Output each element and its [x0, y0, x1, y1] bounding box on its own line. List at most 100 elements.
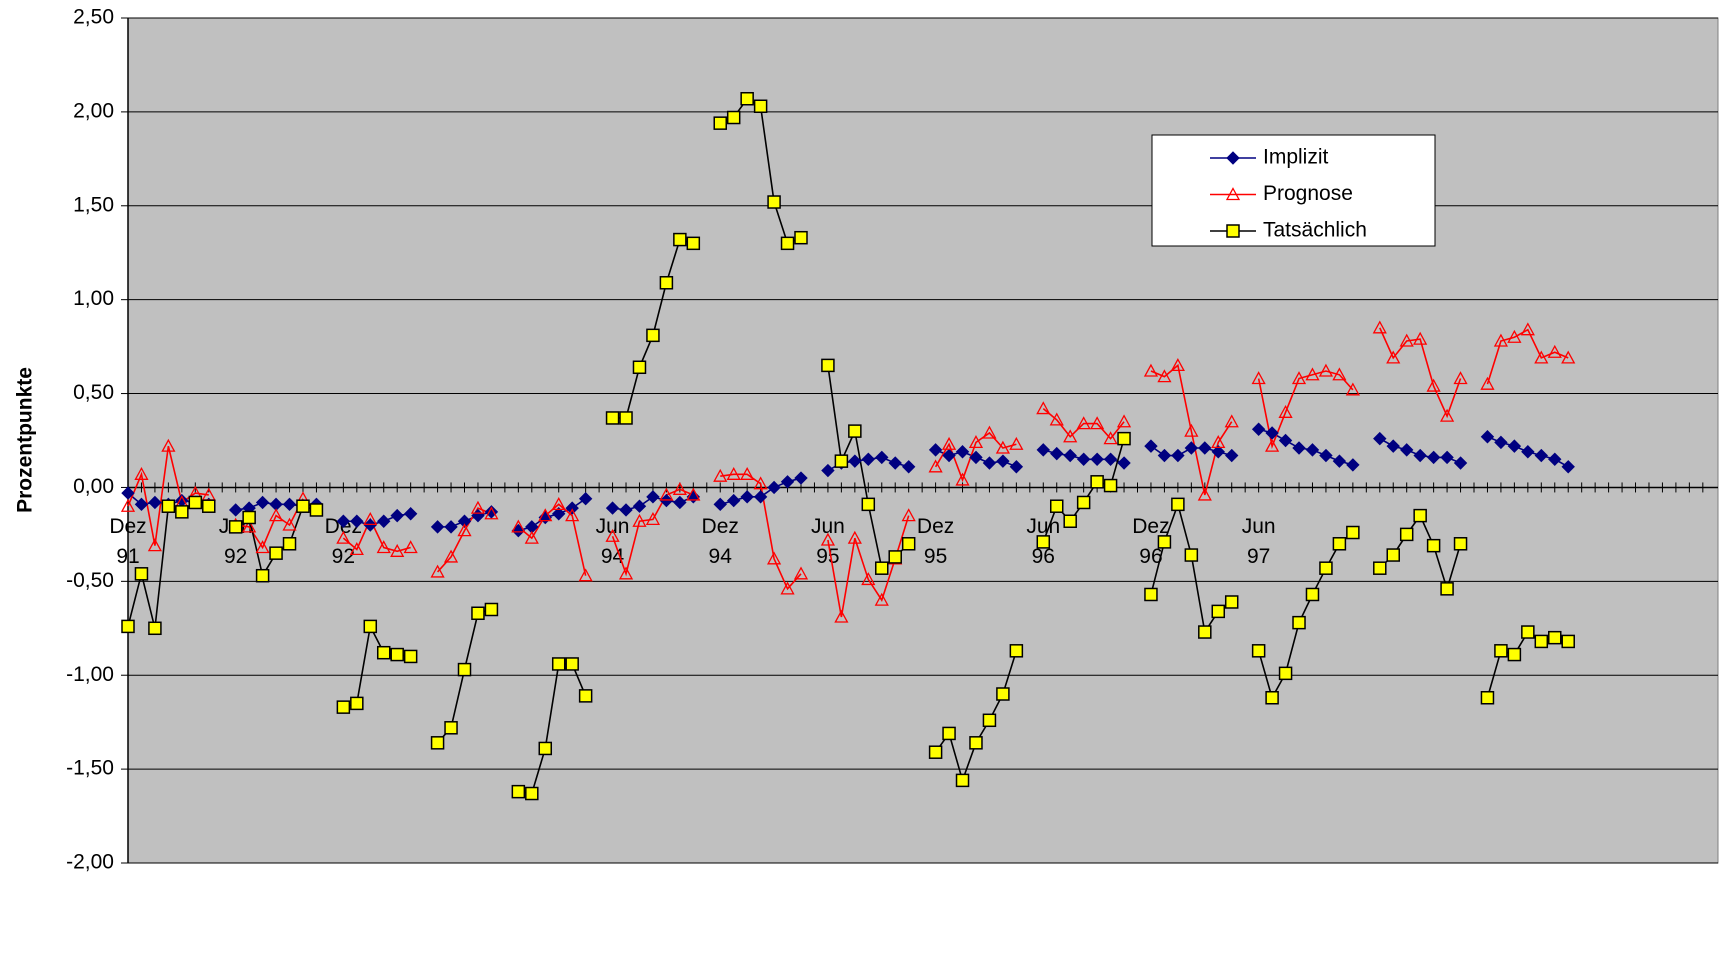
triangle-marker: [968, 435, 984, 449]
triangle-marker: [1211, 435, 1226, 449]
square-marker: [1507, 647, 1522, 662]
triangle-marker: [1251, 371, 1266, 385]
square-marker: [1278, 666, 1293, 681]
diamond-marker: [1413, 448, 1427, 463]
triangle-marker: [363, 512, 378, 526]
triangle-marker: [282, 517, 297, 531]
square-marker: [1386, 548, 1400, 562]
triangle-marker: [1197, 487, 1212, 501]
diamond-marker: [377, 514, 391, 528]
square-marker: [1399, 527, 1414, 542]
square-marker: [1305, 587, 1320, 602]
triangle-marker: [1534, 350, 1549, 364]
diamond-marker: [1225, 448, 1239, 463]
diamond-marker: [767, 480, 781, 495]
square-marker: [632, 360, 647, 375]
y-tick-label: 2,00: [73, 99, 114, 122]
triangle-marker: [1143, 363, 1159, 377]
diamond-marker: [403, 507, 418, 521]
diamond-marker: [457, 514, 472, 528]
diamond-marker: [1399, 443, 1414, 457]
square-marker: [794, 230, 808, 245]
diamond-marker: [780, 475, 795, 489]
square-marker: [565, 657, 579, 671]
legend-box: [1151, 134, 1436, 247]
diamond-marker: [1507, 439, 1522, 453]
triangle-marker: [1090, 416, 1105, 430]
triangle-marker: [336, 530, 351, 544]
diamond-marker: [955, 445, 970, 459]
diamond-marker: [1305, 443, 1320, 457]
triangle-marker: [565, 508, 580, 522]
square-marker: [444, 721, 458, 735]
y-tick-label: -1,00: [66, 663, 114, 686]
triangle-marker: [403, 540, 418, 554]
x-tick-label: Jun 94: [596, 515, 630, 568]
square-marker: [928, 745, 943, 759]
legend: Implizit Prognose Tatsächlich: [1151, 134, 1436, 247]
square-marker: [861, 497, 876, 512]
diamond-marker: [848, 454, 862, 468]
triangle-marker: [632, 513, 647, 527]
diamond-marker: [1211, 445, 1225, 459]
triangle-marker: [1157, 369, 1172, 383]
square-marker: [134, 567, 149, 581]
square-marker: [403, 649, 418, 664]
diamond-marker: [1036, 443, 1050, 457]
square-marker: [1426, 538, 1441, 553]
triangle-marker: [1318, 363, 1334, 377]
square-marker: [1171, 497, 1185, 512]
triangle-marker: [1049, 412, 1064, 426]
triangle-marker: [1520, 322, 1535, 336]
triangle-marker: [941, 436, 957, 450]
triangle-marker: [995, 440, 1010, 454]
diamond-marker: [1453, 456, 1468, 470]
square-marker: [1090, 475, 1104, 489]
square-marker: [188, 495, 203, 510]
square-marker: [605, 411, 620, 425]
square-marker: [430, 736, 445, 750]
square-marker: [578, 689, 593, 703]
triangle-marker: [1439, 408, 1455, 422]
square-marker: [713, 116, 727, 130]
triangle-marker: [1561, 350, 1576, 364]
diamond-marker: [1521, 445, 1535, 459]
triangle-marker: [618, 566, 634, 580]
triangle-marker: [1305, 367, 1320, 381]
x-tick-label: Dez 91: [109, 515, 146, 568]
diamond-marker: [1440, 450, 1454, 465]
square-marker: [982, 713, 997, 728]
diamond-marker: [888, 456, 902, 470]
diamond-marker: [350, 514, 364, 528]
square-marker: [390, 647, 404, 662]
square-marker: [350, 696, 364, 711]
diamond-marker: [969, 450, 983, 465]
triangle-marker: [901, 508, 916, 522]
square-marker: [942, 726, 956, 741]
triangle-marker: [430, 564, 445, 578]
square-marker: [780, 236, 795, 251]
square-marker: [740, 91, 754, 106]
square-marker: [969, 736, 983, 750]
diamond-marker: [1251, 422, 1266, 436]
triangle-marker: [861, 572, 876, 586]
diamond-marker: [1319, 448, 1333, 463]
diamond-marker: [1534, 448, 1549, 463]
diamond-marker: [821, 463, 835, 478]
square-marker: [1265, 691, 1279, 705]
triangle-marker: [659, 487, 674, 501]
diamond-marker: [1076, 452, 1091, 466]
square-marker: [471, 606, 485, 621]
diamond-marker: [1184, 441, 1199, 455]
square-marker: [1561, 634, 1575, 649]
x-tick-label: Dez 94: [702, 515, 739, 568]
diamond-marker: [1494, 435, 1508, 450]
triangle-marker: [134, 466, 149, 480]
triangle-marker: [1493, 333, 1509, 347]
square-marker: [1144, 587, 1158, 602]
square-marker: [1440, 582, 1454, 596]
triangle-marker: [605, 528, 620, 542]
diamond-marker: [942, 448, 956, 463]
triangle-marker: [874, 592, 889, 606]
square-marker: [1103, 478, 1118, 493]
